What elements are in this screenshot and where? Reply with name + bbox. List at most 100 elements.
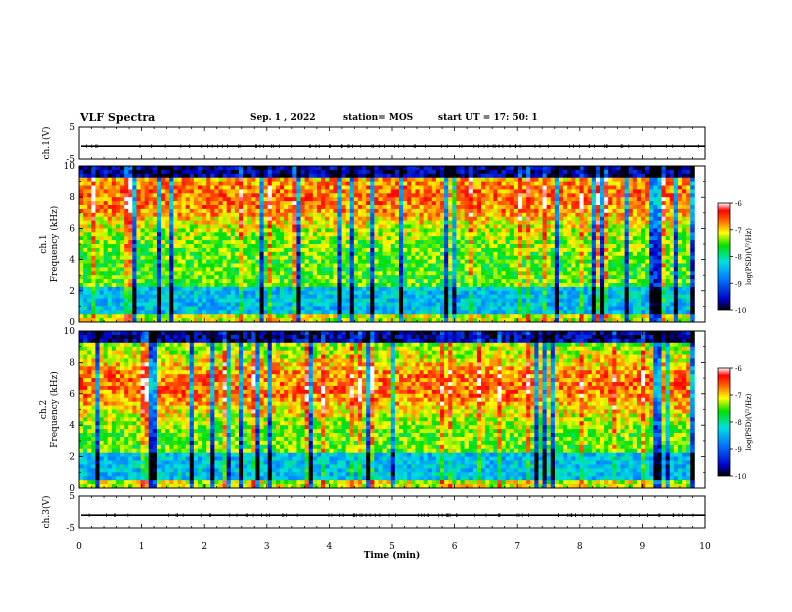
spectrogram-cell xyxy=(522,193,527,198)
spectrogram-cell xyxy=(374,298,379,303)
spectrogram-cell xyxy=(550,275,556,280)
spectrogram-cell xyxy=(185,232,191,237)
spectrogram-cell xyxy=(132,310,137,315)
spectrogram-cell xyxy=(501,298,507,303)
spectrogram-cell xyxy=(234,302,240,307)
spectrogram-cell xyxy=(284,283,289,288)
spectrogram-cell xyxy=(111,244,117,249)
spectrogram-cell xyxy=(165,185,170,190)
spectrogram-cell xyxy=(472,216,478,221)
spectrogram-cell xyxy=(370,208,375,214)
spectrogram-cell xyxy=(226,267,232,272)
spectrogram-cell xyxy=(288,169,293,175)
spectrogram-cell xyxy=(263,197,269,202)
spectrogram-cell xyxy=(107,228,113,233)
spectrogram-cell xyxy=(152,224,158,229)
spectrogram-cell xyxy=(128,271,133,276)
spectrogram-cell xyxy=(173,290,178,296)
spectrogram-cell xyxy=(284,259,289,264)
spectrogram-cell xyxy=(468,197,474,202)
spectrogram-cell xyxy=(197,208,203,214)
spectrogram-cell xyxy=(222,247,228,253)
spectrogram-cell xyxy=(440,290,445,296)
spectrogram-cell xyxy=(263,220,269,225)
spectrogram-cell xyxy=(267,271,273,276)
spectrogram-cell xyxy=(522,197,527,202)
spectrogram-cell xyxy=(263,259,269,264)
spectrogram-cell xyxy=(472,283,478,288)
spectrogram-cell xyxy=(267,205,273,210)
spectrogram-cell xyxy=(509,314,515,319)
spectrogram-cell xyxy=(197,177,203,182)
spectrogram-cell xyxy=(403,286,408,292)
spectrogram-cell xyxy=(288,244,293,249)
spectrogram-cell xyxy=(558,255,564,260)
spectrogram-cell xyxy=(481,173,486,179)
spectrogram-cell xyxy=(509,236,515,241)
spectrogram-cell xyxy=(407,244,412,249)
spectrogram-cell xyxy=(345,283,351,288)
spectrogram-cell xyxy=(398,294,404,299)
spectrogram-cell xyxy=(329,302,334,307)
spectrogram-cell xyxy=(345,197,351,202)
spectrogram-cell xyxy=(136,232,141,237)
spectrogram-cell xyxy=(489,247,494,253)
spectrogram-cell xyxy=(366,201,371,206)
spectrogram-cell xyxy=(353,310,359,315)
spectrogram-cell xyxy=(464,275,470,280)
spectrogram-cell xyxy=(288,306,293,311)
spectrogram-cell xyxy=(386,208,392,214)
spectrogram-cell xyxy=(79,189,84,194)
spectrogram-cell xyxy=(386,177,392,182)
spectrogram-cell xyxy=(304,232,310,237)
spectrogram-cell xyxy=(308,267,314,272)
spectrogram-cell xyxy=(189,290,195,296)
spectrogram-cell xyxy=(440,169,445,175)
spectrogram-cell xyxy=(353,290,359,296)
spectrogram-cell xyxy=(181,267,187,272)
spectrogram-cell xyxy=(526,267,531,272)
spectrogram-cell xyxy=(407,224,412,229)
spectrogram-cell xyxy=(304,271,310,276)
spectrogram-cell xyxy=(440,247,445,253)
spectrogram-cell xyxy=(538,216,543,221)
spectrogram-cell xyxy=(83,318,88,323)
spectrogram-cell xyxy=(481,244,486,249)
spectrogram-cell xyxy=(419,244,424,249)
spectrogram-cell xyxy=(115,224,121,229)
spectrogram-cell xyxy=(206,255,211,260)
spectrogram-cell xyxy=(431,185,437,190)
spectrogram-cell xyxy=(513,283,519,288)
spectrogram-cell xyxy=(165,318,170,323)
spectrogram-cell xyxy=(288,216,293,221)
spectrogram-cell xyxy=(398,271,404,276)
spectrogram-cell xyxy=(345,302,351,307)
spectrogram-cell xyxy=(95,271,100,276)
spectrogram-cell xyxy=(181,189,187,194)
spectrogram-cell xyxy=(423,275,429,280)
spectrogram-cell xyxy=(349,228,355,233)
spectrogram-cell xyxy=(394,212,400,218)
spectrogram-cell xyxy=(161,302,166,307)
spectrogram-cell xyxy=(325,212,330,218)
spectrogram-cell xyxy=(423,298,429,303)
spectrogram-cell xyxy=(165,247,170,253)
spectrogram-cell xyxy=(546,232,552,237)
spectrogram-cell xyxy=(501,244,507,249)
spectrogram-cell xyxy=(390,205,396,210)
spectrogram-cell xyxy=(152,220,158,225)
spectrogram-cell xyxy=(263,267,269,272)
spectrogram-cell xyxy=(501,263,507,268)
spectrogram-cell xyxy=(115,306,121,311)
spectrogram-cell xyxy=(550,193,556,198)
spectrogram-cell xyxy=(140,251,146,257)
spectrogram-cell xyxy=(554,279,560,284)
spectrogram-cell xyxy=(107,220,113,225)
spectrogram-cell xyxy=(226,201,232,206)
spectrogram-cell xyxy=(563,224,568,229)
spectrogram-cell xyxy=(300,298,306,303)
spectrogram-cell xyxy=(263,189,269,194)
spectrogram-cell xyxy=(132,228,137,233)
spectrogram-cell xyxy=(456,298,461,303)
spectrogram-cell xyxy=(263,177,269,182)
